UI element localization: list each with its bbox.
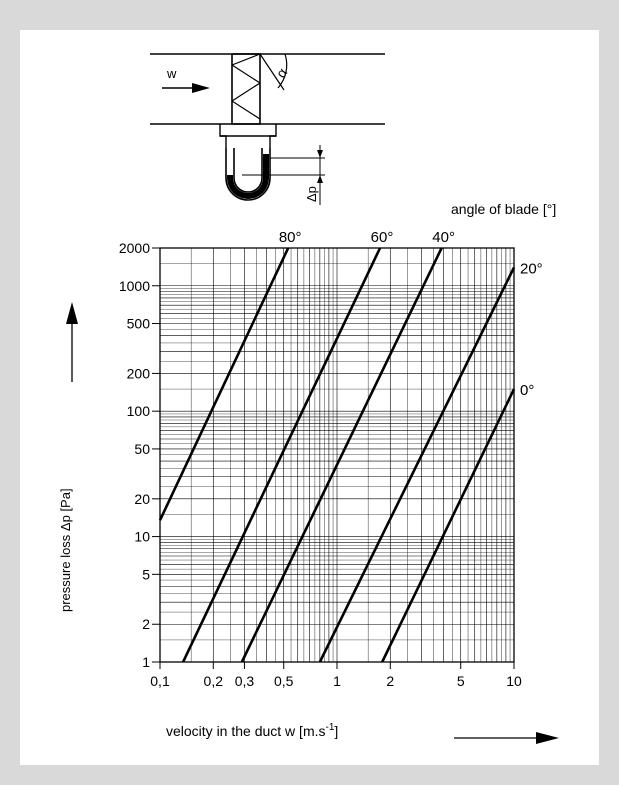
- y-tick-label: 500: [127, 316, 151, 332]
- chart-panel: w α Δp angle of blade [°] 2000 1000 500 200…: [20, 30, 599, 765]
- y-tick-label: 5: [142, 566, 150, 582]
- x-tick-label: 0,2: [204, 673, 224, 689]
- x-tick-label: 0,3: [235, 673, 255, 689]
- series-label: 40°: [432, 229, 455, 246]
- x-tick-label: 10: [506, 673, 522, 689]
- y-tick-label: 2000: [119, 240, 150, 256]
- blade-angle-line: [259, 53, 285, 91]
- x-tick-label: 5: [457, 673, 465, 689]
- damper-frame: [231, 53, 261, 125]
- y-tick-label: 2: [142, 616, 150, 632]
- angle-symbol: α: [273, 65, 291, 81]
- series-label: 60°: [371, 229, 394, 246]
- legend-title: angle of blade [°]: [451, 201, 556, 217]
- angle-arc: [277, 53, 288, 89]
- x-tick-label: 1: [333, 673, 341, 689]
- x-tick-label: 0,1: [150, 673, 170, 689]
- x-tick-label: 2: [386, 673, 394, 689]
- y-axis-arrow: [66, 302, 78, 382]
- y-tick-label: 1000: [119, 278, 150, 294]
- y-tick-label: 50: [134, 441, 150, 457]
- series-label: 20°: [520, 260, 543, 277]
- series-label: 0°: [520, 382, 534, 399]
- x-axis-label-sup: -1: [326, 722, 335, 733]
- series-line: [240, 247, 443, 663]
- x-axis-label-main: velocity in the duct w [m.s: [166, 723, 326, 739]
- y-tick-label: 200: [127, 365, 151, 381]
- x-axis-label-end: ]: [334, 723, 338, 739]
- y-axis-label: pressure loss Δp [Pa]: [58, 488, 73, 612]
- series-lines: [158, 247, 516, 663]
- series-line: [181, 247, 382, 663]
- y-tick-label: 1: [142, 654, 150, 670]
- y-tick-label: 100: [127, 403, 151, 419]
- y-tick-labels: 2000 1000 500 200 100 50 20 10 5 2 1: [119, 240, 160, 670]
- series-line: [318, 266, 516, 663]
- x-tick-label: 0,5: [274, 673, 294, 689]
- pressure-loss-chart: w α Δp angle of blade [°] 20001000500200…: [58, 53, 559, 744]
- series-label: 80°: [279, 229, 302, 246]
- series-labels: 80° 60° 40° 20° 0°: [279, 229, 543, 399]
- y-tick-label: 10: [134, 529, 150, 545]
- pressure-symbol: Δp: [304, 186, 319, 202]
- x-axis-label: velocity in the duct w [m.s-1]: [166, 722, 338, 739]
- y-tick-label: 20: [134, 491, 150, 507]
- velocity-symbol: w: [166, 66, 177, 81]
- manometer-fluid: [227, 154, 269, 199]
- series-line: [381, 388, 516, 663]
- u-tube-outer: [225, 148, 271, 201]
- x-axis-arrow: [454, 732, 559, 744]
- series-line: [158, 247, 290, 521]
- duct-schematic: [150, 53, 385, 205]
- x-tick-labels: 0,1 0,2 0,3 0,5 1 2 5 10: [150, 662, 522, 689]
